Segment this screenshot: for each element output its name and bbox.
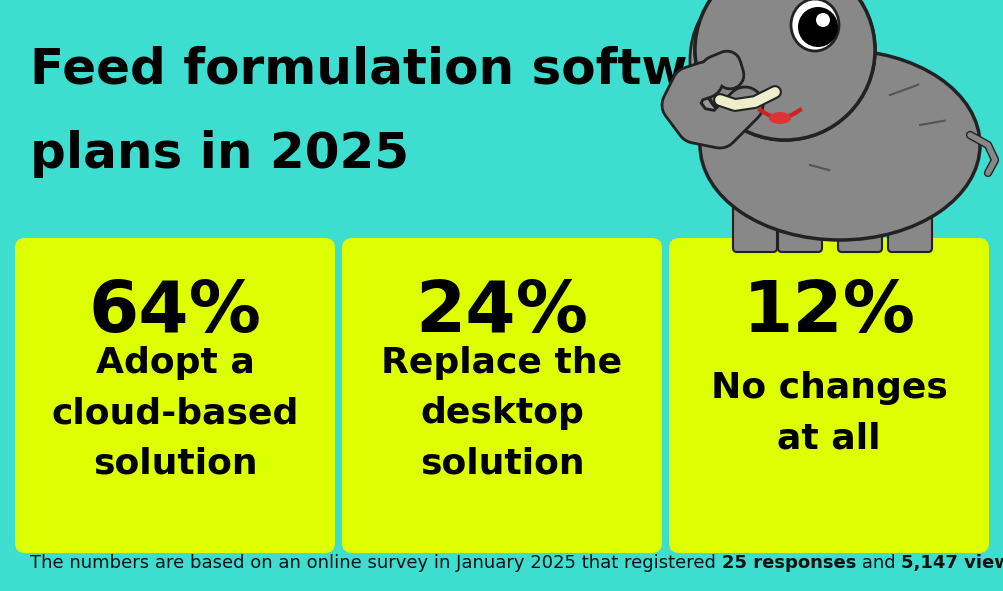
FancyBboxPatch shape	[732, 186, 776, 252]
Text: The numbers are based on an online survey in January 2025 that registered: The numbers are based on an online surve…	[30, 554, 721, 572]
Ellipse shape	[705, 20, 759, 105]
Text: 64%: 64%	[88, 278, 261, 347]
Text: 24%: 24%	[415, 278, 588, 347]
Circle shape	[694, 0, 875, 140]
Text: and: and	[856, 554, 901, 572]
Circle shape	[797, 7, 838, 47]
Ellipse shape	[768, 112, 790, 124]
Text: plans in 2025: plans in 2025	[30, 130, 408, 178]
Text: Feed formulation software: Feed formulation software	[30, 45, 779, 93]
Text: 12%: 12%	[742, 278, 915, 347]
FancyBboxPatch shape	[668, 238, 988, 553]
FancyBboxPatch shape	[838, 186, 881, 252]
Text: No changes
at all: No changes at all	[710, 371, 947, 455]
Circle shape	[815, 13, 829, 27]
FancyBboxPatch shape	[15, 238, 335, 553]
Text: Adopt a
cloud-based
solution: Adopt a cloud-based solution	[51, 346, 298, 480]
Text: Replace the
desktop
solution: Replace the desktop solution	[381, 346, 622, 480]
Text: 5,147 views: 5,147 views	[901, 554, 1003, 572]
FancyBboxPatch shape	[887, 186, 931, 252]
Circle shape	[694, 0, 875, 140]
FancyBboxPatch shape	[342, 238, 661, 553]
Ellipse shape	[689, 0, 779, 125]
FancyBboxPatch shape	[777, 186, 821, 252]
Ellipse shape	[790, 0, 839, 51]
Ellipse shape	[699, 50, 979, 240]
Text: 25 responses: 25 responses	[721, 554, 856, 572]
